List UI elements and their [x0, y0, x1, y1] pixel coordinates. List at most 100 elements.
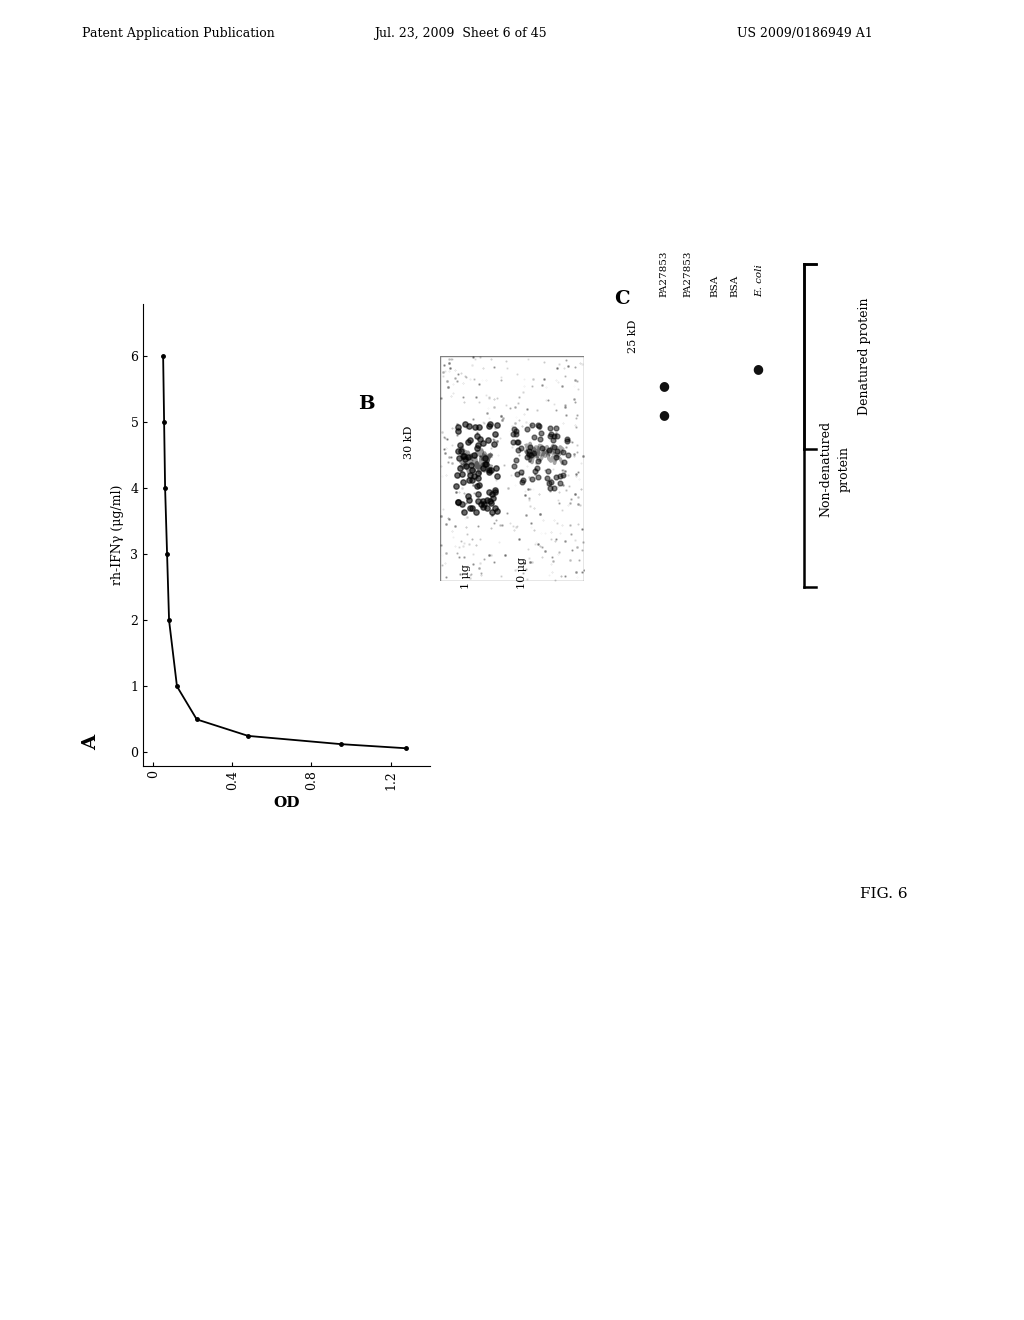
- Point: [475, 496, 492, 517]
- Text: 10 μg: 10 μg: [517, 557, 527, 590]
- Point: [480, 462, 497, 483]
- Point: [489, 466, 506, 487]
- Point: [460, 447, 476, 469]
- Point: [464, 459, 480, 480]
- Point: [486, 434, 503, 455]
- Point: [462, 498, 478, 519]
- Point: [464, 498, 480, 519]
- Y-axis label: rh-IFNγ (μg/ml): rh-IFNγ (μg/ml): [111, 484, 124, 585]
- Text: PA27853: PA27853: [659, 251, 668, 297]
- Point: [469, 467, 485, 488]
- Point: [474, 458, 490, 479]
- Point: [469, 437, 485, 458]
- Point: [452, 457, 468, 478]
- Point: [486, 498, 503, 519]
- Text: Jul. 23, 2009  Sheet 6 of 45: Jul. 23, 2009 Sheet 6 of 45: [374, 26, 547, 40]
- Point: [508, 421, 524, 442]
- Point: [486, 424, 503, 445]
- Point: [522, 437, 539, 458]
- Point: [521, 441, 538, 462]
- Point: [534, 422, 550, 444]
- Point: [552, 473, 568, 494]
- Point: [451, 441, 467, 462]
- Point: [462, 465, 478, 486]
- Text: Non-denatured: Non-denatured: [819, 421, 833, 516]
- Point: [462, 429, 478, 450]
- Point: [483, 459, 500, 480]
- Point: [451, 447, 467, 469]
- Point: [522, 445, 539, 466]
- Point: [481, 482, 498, 503]
- Point: [472, 429, 488, 450]
- Point: [530, 451, 547, 473]
- Text: ●: ●: [658, 408, 669, 421]
- Point: [548, 446, 564, 467]
- Text: B: B: [358, 395, 375, 413]
- Point: [524, 469, 541, 490]
- Point: [552, 466, 568, 487]
- Point: [468, 502, 484, 523]
- Point: [508, 424, 524, 445]
- Point: [559, 428, 575, 449]
- Point: [549, 426, 565, 447]
- Point: [558, 430, 574, 451]
- Point: [454, 463, 470, 484]
- Point: [524, 414, 541, 436]
- Point: [542, 417, 558, 438]
- Point: [460, 486, 476, 507]
- Text: E. coli: E. coli: [756, 264, 764, 297]
- Point: [454, 494, 470, 515]
- Point: [482, 492, 499, 513]
- Point: [489, 500, 506, 521]
- Text: FIG. 6: FIG. 6: [860, 887, 908, 900]
- Point: [467, 416, 483, 437]
- Point: [466, 466, 482, 487]
- Point: [525, 426, 542, 447]
- Point: [482, 413, 499, 434]
- Text: BSA: BSA: [731, 275, 739, 297]
- Text: 30 kD: 30 kD: [404, 425, 415, 459]
- Point: [470, 490, 486, 511]
- Point: [457, 413, 473, 434]
- Point: [540, 461, 556, 482]
- Point: [541, 473, 557, 494]
- Point: [549, 440, 565, 461]
- Point: [450, 491, 466, 512]
- Point: [508, 450, 524, 471]
- Point: [529, 467, 546, 488]
- Point: [466, 445, 482, 466]
- Point: [453, 441, 469, 462]
- Point: [475, 433, 492, 454]
- Point: [476, 454, 493, 475]
- Text: BSA: BSA: [711, 275, 719, 297]
- Point: [457, 445, 473, 466]
- Point: [509, 463, 525, 484]
- Point: [526, 461, 543, 482]
- Point: [487, 458, 504, 479]
- Point: [456, 502, 472, 523]
- Point: [461, 416, 477, 437]
- Point: [452, 434, 468, 455]
- Point: [505, 424, 521, 445]
- Text: 25 kD: 25 kD: [628, 319, 638, 354]
- Point: [477, 447, 494, 469]
- Point: [542, 425, 558, 446]
- Text: C: C: [614, 289, 630, 308]
- Point: [480, 416, 497, 437]
- Point: [545, 429, 561, 450]
- Point: [559, 444, 575, 465]
- Point: [512, 461, 528, 482]
- Point: [531, 416, 548, 437]
- Point: [469, 475, 485, 496]
- Point: [481, 459, 498, 480]
- Point: [484, 487, 501, 508]
- X-axis label: OD: OD: [273, 796, 300, 810]
- Point: [506, 455, 522, 477]
- Text: protein: protein: [838, 446, 851, 491]
- Point: [469, 425, 485, 446]
- Point: [542, 478, 558, 499]
- Point: [450, 420, 466, 441]
- Point: [509, 432, 525, 453]
- Point: [471, 475, 487, 496]
- Text: Denatured protein: Denatured protein: [858, 297, 871, 416]
